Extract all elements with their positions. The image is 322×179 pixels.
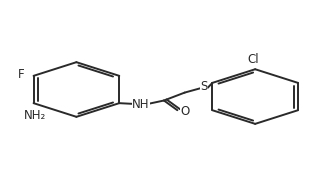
Text: NH₂: NH₂ [24, 109, 46, 122]
Text: NH: NH [132, 98, 150, 111]
Text: F: F [18, 68, 25, 81]
Text: Cl: Cl [248, 53, 260, 66]
Text: S: S [200, 80, 208, 93]
Text: O: O [181, 105, 190, 118]
